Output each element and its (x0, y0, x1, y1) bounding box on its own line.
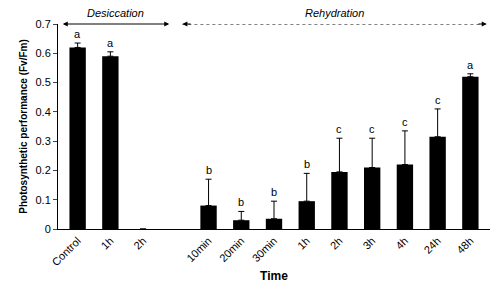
svg-text:2h: 2h (328, 235, 345, 252)
svg-text:Desiccation: Desiccation (87, 7, 144, 19)
svg-text:20min: 20min (217, 235, 247, 265)
svg-text:1h: 1h (99, 235, 116, 252)
svg-text:Rehydration: Rehydration (305, 7, 364, 19)
svg-text:0.1: 0.1 (36, 194, 51, 206)
svg-text:a: a (467, 59, 474, 71)
svg-text:a: a (107, 37, 114, 49)
svg-text:0.7: 0.7 (36, 18, 51, 30)
svg-text:c: c (369, 123, 375, 135)
svg-text:0.4: 0.4 (36, 106, 51, 118)
svg-text:0.3: 0.3 (36, 135, 51, 147)
svg-text:0.2: 0.2 (36, 164, 51, 176)
svg-text:4h: 4h (393, 235, 410, 252)
svg-text:c: c (336, 123, 342, 135)
svg-text:Photosynthetic performance (Fv: Photosynthetic performance (Fv/Fm) (18, 39, 29, 213)
svg-text:b: b (304, 158, 310, 170)
svg-text:b: b (271, 186, 277, 198)
svg-text:b: b (206, 164, 212, 176)
svg-text:48h: 48h (454, 235, 475, 256)
svg-text:a: a (74, 28, 81, 40)
svg-text:c: c (402, 116, 408, 128)
svg-text:10min: 10min (184, 235, 214, 265)
svg-text:24h: 24h (421, 235, 442, 256)
svg-text:0: 0 (45, 223, 51, 235)
svg-text:c: c (435, 94, 441, 106)
svg-text:Time: Time (260, 269, 288, 283)
svg-text:0.5: 0.5 (36, 76, 51, 88)
svg-text:1h: 1h (295, 235, 312, 252)
svg-text:0.6: 0.6 (36, 47, 51, 59)
svg-text:3h: 3h (360, 235, 377, 252)
svg-text:2h: 2h (131, 235, 148, 252)
svg-text:b: b (238, 196, 244, 208)
svg-text:30min: 30min (250, 235, 280, 265)
svg-text:Control: Control (49, 235, 83, 269)
